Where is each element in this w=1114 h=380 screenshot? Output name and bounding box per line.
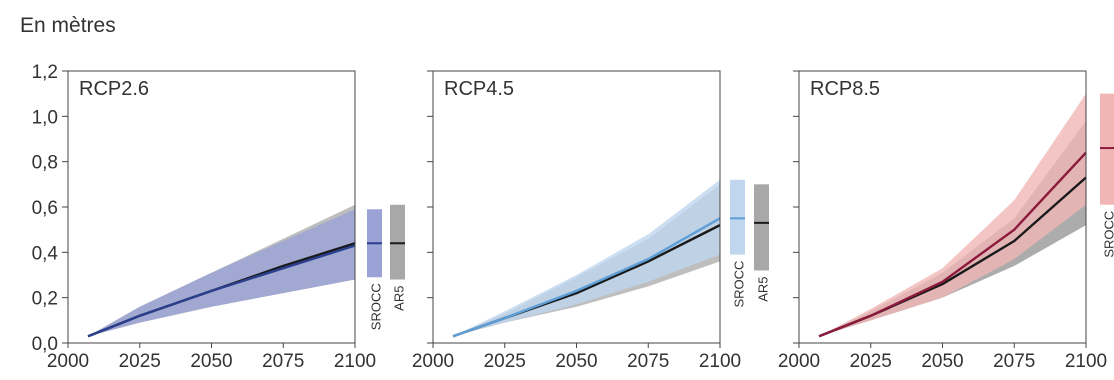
panel-title: RCP4.5 bbox=[444, 78, 514, 100]
range-bar-label: SROCC bbox=[369, 283, 384, 330]
x-tick-label: 2050 bbox=[555, 351, 597, 372]
x-tick-label: 2075 bbox=[627, 351, 669, 372]
range-bar-label: SROCC bbox=[1102, 211, 1114, 258]
chart-panel-2: 2000 2025 2050 2075 2100 RCP4.5 SROCC AR5 bbox=[412, 70, 771, 372]
x-tick-label: 2000 bbox=[778, 351, 820, 372]
y-tick-label: 0,6 bbox=[32, 198, 58, 219]
chart-panel-1: 0,0 0,2 0,4 0,6 0,8 1,0 1,2 2000 2025 2050 2075 210… bbox=[32, 62, 407, 372]
panel-title: RCP2.6 bbox=[79, 78, 149, 100]
y-tick-label: 0,2 bbox=[32, 289, 58, 310]
y-tick-label: 1,2 bbox=[32, 62, 58, 83]
range-bar-srocc bbox=[730, 179, 745, 255]
y-tick-label: 0,8 bbox=[32, 153, 58, 174]
range-bar-label: SROCC bbox=[732, 261, 747, 308]
x-tick-label: 2050 bbox=[921, 351, 963, 372]
range-bar-label: AR5 bbox=[392, 286, 407, 311]
y-tick-label: 0,4 bbox=[32, 243, 59, 264]
x-tick-label: 2050 bbox=[190, 351, 232, 372]
x-tick-label: 2025 bbox=[850, 351, 892, 372]
median-line-srocc bbox=[87, 244, 356, 338]
uncertainty-band-srocc bbox=[819, 93, 1086, 337]
x-tick-label: 2100 bbox=[1065, 351, 1107, 372]
y-axis-unit-label: En mètres bbox=[20, 14, 116, 37]
x-tick-label: 2100 bbox=[699, 351, 741, 372]
x-tick-label: 2075 bbox=[993, 351, 1035, 372]
x-tick-label: 2000 bbox=[47, 351, 89, 372]
chart-panel-3: 2000 2025 2050 2075 2100 RCP8.5 SROCC bbox=[778, 70, 1114, 372]
x-tick-label: 2000 bbox=[412, 351, 454, 372]
median-line-srocc bbox=[452, 217, 721, 338]
x-tick-label: 2025 bbox=[484, 351, 526, 372]
x-tick-label: 2100 bbox=[334, 351, 376, 372]
range-bar-ar5 bbox=[390, 204, 405, 280]
x-tick-label: 2075 bbox=[262, 351, 304, 372]
uncertainty-band-srocc bbox=[88, 209, 355, 337]
uncertainty-band-srocc bbox=[453, 179, 720, 337]
y-tick-label: 0,0 bbox=[32, 334, 58, 355]
range-bar-ar5 bbox=[754, 184, 769, 271]
median-line-srocc bbox=[818, 151, 1087, 338]
x-tick-label: 2025 bbox=[119, 351, 161, 372]
panel-title: RCP8.5 bbox=[810, 78, 880, 100]
range-bar-srocc bbox=[1100, 93, 1114, 205]
y-tick-label: 1,0 bbox=[32, 107, 58, 128]
range-bar-label: AR5 bbox=[756, 276, 771, 301]
